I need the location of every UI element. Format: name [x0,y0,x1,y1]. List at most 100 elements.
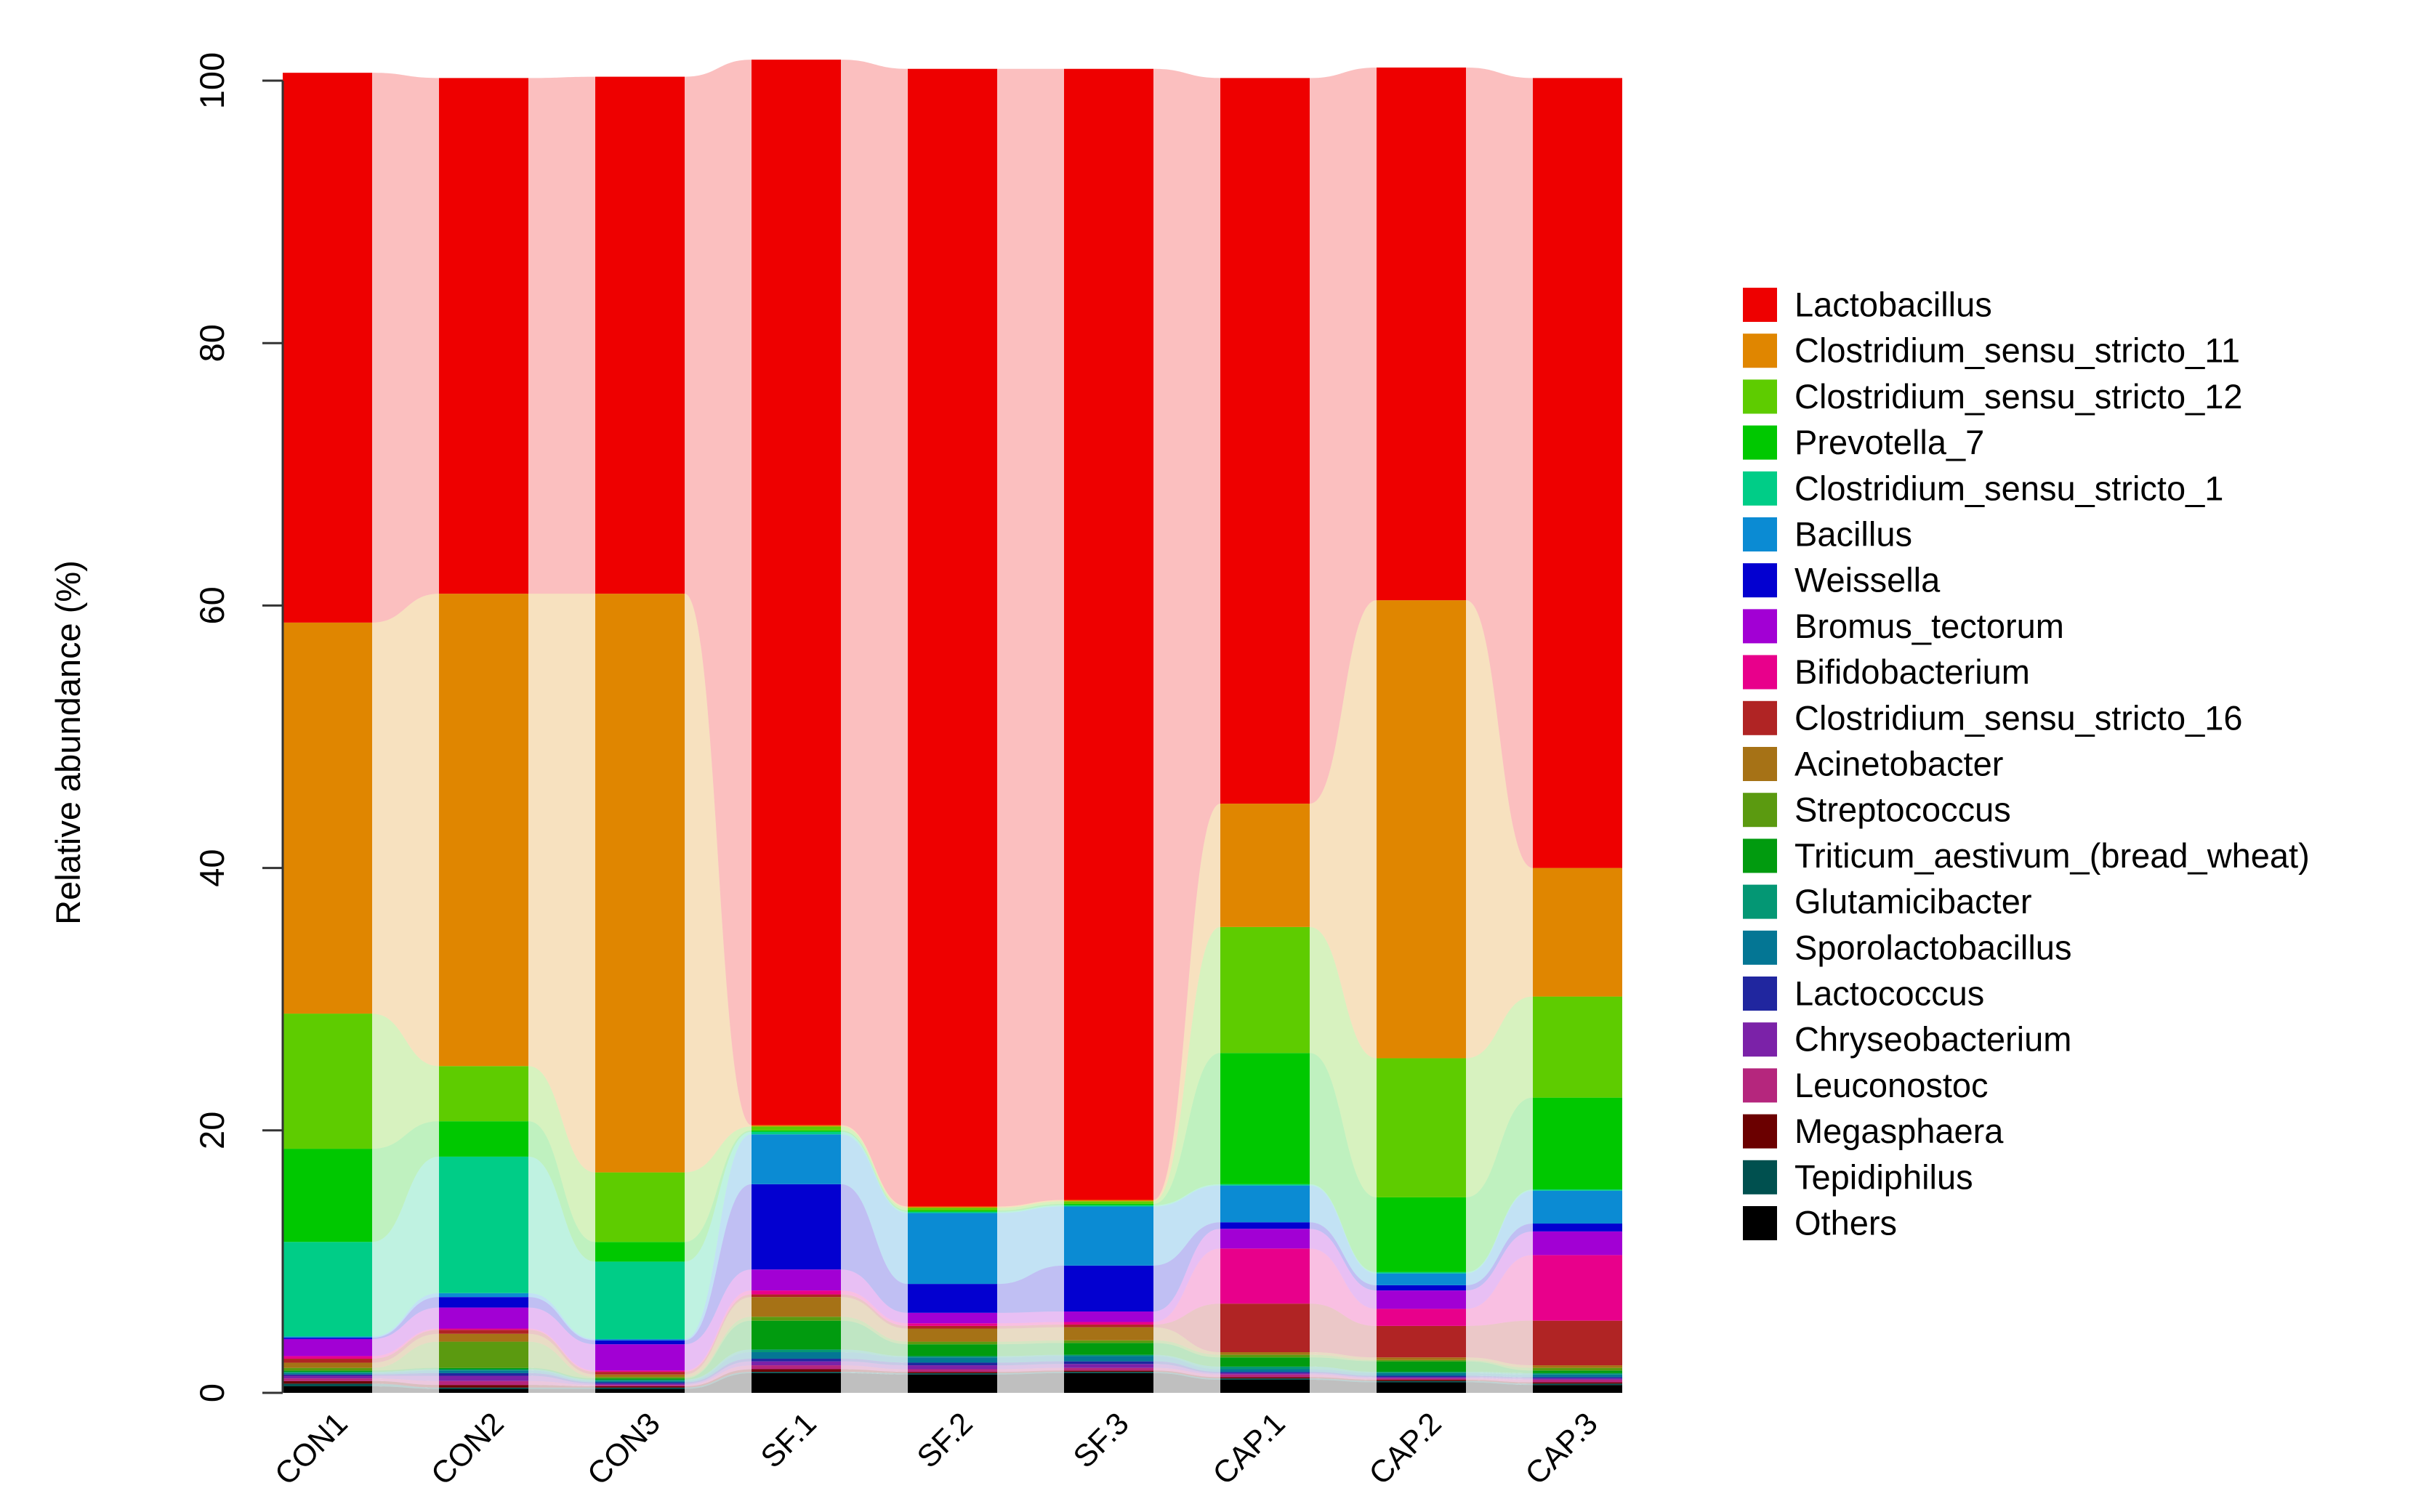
bar-segment [439,1372,528,1376]
flow-band [997,1364,1064,1370]
flow-band [1466,1361,1533,1373]
bar-segment [752,1134,841,1184]
bar-segment [595,1370,685,1372]
flow-band [372,1372,439,1376]
flow-band [1153,1229,1220,1322]
bar-segment [908,1362,997,1366]
bar-segment [1377,1378,1466,1380]
bar-segment [908,68,997,1207]
bar-segment [1533,1255,1622,1321]
x-tick-label: CAP.1 [1206,1406,1292,1492]
legend-label: Bifidobacterium [1794,652,2030,691]
bar-segment [283,1338,372,1339]
bar-segment [908,1374,997,1393]
bar-segment [1533,1097,1622,1190]
bar-segment [908,1323,997,1326]
y-tick-label: 100 [193,52,231,109]
legend-label: Clostridium_sensu_stricto_11 [1794,331,2240,370]
legend-swatch [1743,379,1777,414]
flow-band [841,1294,908,1329]
bar-segment [1064,1364,1153,1368]
flow-band [997,1372,1064,1375]
flow-band [997,1322,1064,1326]
flow-band [1153,1361,1220,1373]
flow-band [1466,1097,1533,1272]
bar-segment [1377,600,1466,1059]
flow-band [1310,1379,1377,1393]
bar-segment [1220,1377,1310,1379]
flow-band [685,1130,752,1262]
flow-band [372,1014,439,1149]
flow-band [841,1372,908,1393]
bar-segment [752,1297,841,1317]
flow-band [841,1359,908,1366]
bar-segment [439,1380,528,1386]
flow-band [372,1156,439,1337]
legend-swatch [1743,609,1777,644]
flow-band [372,594,439,1067]
flow-band [372,1307,439,1357]
flow-band [685,1365,752,1386]
legend-label: Leuconostoc [1794,1066,1989,1104]
bar-segment [1064,1372,1153,1373]
legend-label: Chryseobacterium [1794,1020,2071,1059]
bar-segment [752,1365,841,1370]
bar-segment [439,78,528,594]
flow-band [1310,1184,1377,1274]
flow-band [1310,1303,1377,1358]
bar-segment [283,73,372,623]
bar-segment [1220,1222,1310,1229]
bar-segment [595,1385,685,1386]
bar-segment [595,1380,685,1383]
flow-band [997,1265,1064,1313]
bar-segment [1533,1379,1622,1383]
bar-segment [283,1362,372,1368]
flow-band [1153,1372,1220,1393]
bar-segment [595,1378,685,1380]
bar-segment [1064,1200,1153,1202]
legend-swatch [1743,1160,1777,1194]
flow-band [1153,1248,1220,1325]
flow-band [372,1380,439,1388]
flow-band [372,1375,439,1381]
flow-band [997,1354,1064,1358]
flow-band [528,1385,595,1388]
flow-band [685,1290,752,1372]
bar-segment [752,1372,841,1373]
flow-band [1310,1352,1377,1360]
bar-segment [1533,1382,1622,1384]
bar-segment [1533,996,1622,1098]
flow-band [997,1325,1064,1329]
flow-band [1466,1359,1533,1371]
bar-segment [1064,1356,1153,1362]
bar-segment [439,1341,528,1368]
bar-segment [595,1242,685,1262]
bar-segment [1377,1377,1466,1379]
bar-segment [908,1284,997,1313]
bar-segment [439,1387,528,1389]
flow-band [685,1320,752,1380]
flow-band [1310,1248,1377,1326]
flow-band [1466,1372,1533,1375]
bar-segment [752,1369,841,1372]
flow-band [997,1361,1064,1366]
bar-segment [1064,68,1153,1200]
flow-band [1466,1255,1533,1326]
flow-band [1466,1377,1533,1380]
flow-band [1153,68,1220,1200]
bar-segment [283,1372,372,1375]
flow-band [1466,1380,1533,1386]
bars [283,60,1622,1393]
bar-segment [1533,1320,1622,1366]
flow-band [1310,1357,1377,1372]
bar-segment [439,1375,528,1381]
bar-segment [752,1359,841,1362]
flow-band [528,1367,595,1380]
bar-segment [752,1184,841,1270]
bar-segment [439,1121,528,1157]
x-tick-label: SF.1 [754,1406,823,1475]
flow-band [1153,1364,1220,1375]
bar-segment [283,1386,372,1393]
flow-band [1153,1184,1220,1207]
